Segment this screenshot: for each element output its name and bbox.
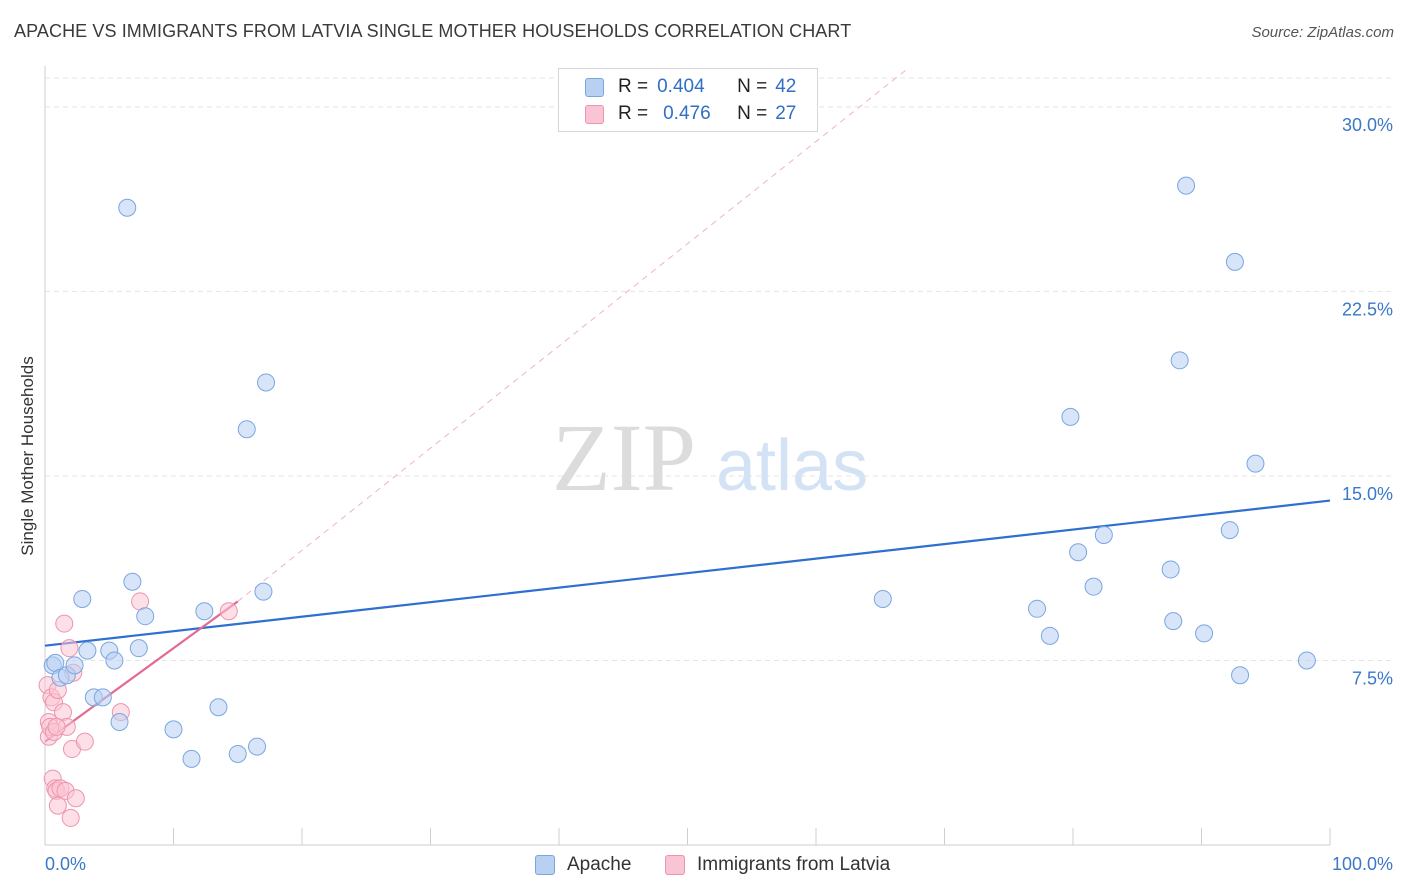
apache-point bbox=[254, 582, 273, 601]
latvia-point bbox=[75, 732, 94, 751]
y-tick-label: 22.5% bbox=[1342, 299, 1393, 319]
r-label: R = bbox=[618, 103, 649, 124]
x-tick-label: 0.0% bbox=[45, 854, 86, 874]
chart-title: APACHE VS IMMIGRANTS FROM LATVIA SINGLE … bbox=[14, 21, 852, 41]
grid-lines bbox=[45, 77, 1393, 661]
latvia-trend-line bbox=[44, 600, 239, 743]
data-points bbox=[38, 176, 1316, 827]
y-tick-label: 7.5% bbox=[1352, 668, 1393, 688]
latvia-point bbox=[47, 717, 66, 736]
apache-point bbox=[1225, 252, 1244, 271]
latvia-legend-swatch bbox=[665, 855, 685, 875]
latvia-point bbox=[55, 614, 74, 633]
apache-point bbox=[1170, 351, 1189, 370]
apache-point bbox=[195, 602, 214, 621]
latvia-legend-label: Immigrants from Latvia bbox=[697, 854, 891, 875]
latvia-r-value: 0.476 bbox=[663, 103, 711, 124]
n-label: N = bbox=[737, 103, 768, 124]
apache-point bbox=[1028, 599, 1047, 618]
legend-item-apache[interactable]: Apache bbox=[535, 852, 631, 878]
latvia-swatch bbox=[585, 104, 604, 124]
apache-point bbox=[1220, 521, 1239, 540]
apache-point bbox=[1231, 666, 1250, 685]
correlation-legend: R = 0.404 N = 42 R = 0.476 N = 27 bbox=[558, 68, 818, 132]
latvia-point bbox=[219, 602, 238, 621]
apache-point bbox=[1069, 543, 1088, 562]
apache-point bbox=[123, 572, 142, 591]
trend-lines bbox=[44, 69, 1331, 743]
apache-point bbox=[182, 749, 201, 768]
apache-point bbox=[118, 198, 137, 217]
apache-point bbox=[105, 651, 124, 670]
apache-n-value: 42 bbox=[775, 76, 797, 97]
latvia-point bbox=[48, 796, 67, 815]
apache-point bbox=[1177, 176, 1196, 195]
latvia-point bbox=[60, 639, 79, 658]
apache-point bbox=[73, 589, 92, 608]
legend-item-latvia[interactable]: Immigrants from Latvia bbox=[665, 852, 890, 878]
apache-point bbox=[78, 641, 97, 660]
apache-point bbox=[164, 720, 183, 739]
apache-point bbox=[1040, 626, 1059, 645]
apache-legend-label: Apache bbox=[567, 854, 632, 875]
legend-row-latvia: R = 0.476 N = 27 bbox=[585, 101, 796, 127]
apache-point bbox=[110, 712, 129, 731]
apache-point bbox=[1164, 612, 1183, 631]
apache-point bbox=[1061, 407, 1080, 426]
n-label: N = bbox=[737, 76, 768, 97]
tick-labels: 7.5% 15.0% 22.5% 30.0% 0.0% 100.0% bbox=[45, 115, 1393, 874]
apache-r-value: 0.404 bbox=[657, 76, 705, 97]
apache-point bbox=[129, 639, 148, 658]
apache-point bbox=[136, 607, 155, 626]
apache-point bbox=[228, 744, 247, 763]
watermark-atlas: atlas bbox=[716, 426, 868, 506]
apache-point bbox=[257, 373, 276, 392]
y-tick-label: 15.0% bbox=[1342, 484, 1393, 504]
latvia-point bbox=[61, 808, 80, 827]
apache-point bbox=[1161, 560, 1180, 579]
apache-point bbox=[65, 656, 84, 675]
x-tick-label: 100.0% bbox=[1332, 854, 1393, 874]
r-label: R = bbox=[618, 76, 649, 97]
apache-swatch bbox=[585, 77, 604, 97]
source-label: Source: ZipAtlas.com bbox=[1251, 24, 1394, 41]
apache-trend-line bbox=[44, 499, 1331, 647]
apache-point bbox=[1084, 577, 1103, 596]
apache-point bbox=[248, 737, 267, 756]
legend-row-apache: R = 0.404 N = 42 bbox=[585, 74, 796, 100]
apache-point bbox=[237, 420, 256, 439]
y-tick-label: 30.0% bbox=[1342, 115, 1393, 135]
apache-point bbox=[1297, 651, 1316, 670]
apache-point bbox=[1094, 526, 1113, 544]
latvia-trend-extension bbox=[237, 69, 907, 602]
watermark-zip: ZIP bbox=[552, 404, 696, 511]
latvia-point bbox=[66, 789, 85, 808]
apache-point bbox=[873, 589, 892, 608]
apache-point bbox=[1246, 454, 1265, 473]
latvia-n-value: 27 bbox=[775, 103, 797, 124]
apache-point bbox=[93, 688, 112, 707]
apache-point bbox=[209, 698, 228, 717]
apache-point bbox=[1195, 624, 1214, 643]
apache-legend-swatch bbox=[535, 855, 555, 875]
